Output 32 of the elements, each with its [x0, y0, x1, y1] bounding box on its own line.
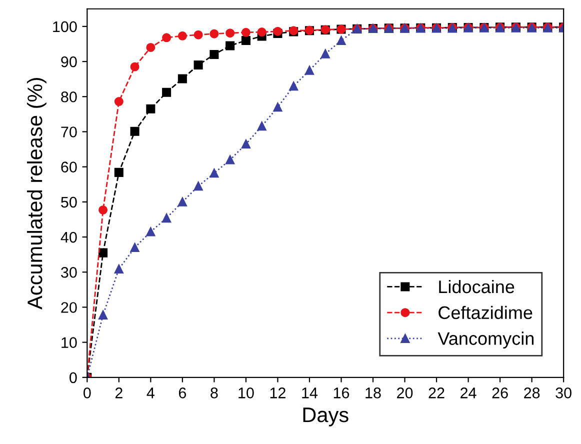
- y-tick-label: 20: [61, 302, 77, 313]
- x-tick-label: 18: [366, 388, 381, 398]
- x-tick-label: 10: [238, 388, 254, 398]
- y-tick-label: 80: [61, 91, 77, 102]
- x-tick-label: 12: [270, 388, 286, 398]
- y-tick-label: 100: [53, 21, 77, 32]
- y-tick-label: 0: [70, 372, 77, 384]
- x-tick-label: 26: [492, 388, 508, 398]
- x-tick-label: 16: [334, 388, 350, 398]
- x-tick-label: 28: [524, 388, 540, 398]
- x-tick-label: 20: [397, 388, 413, 398]
- x-tick-label: 6: [178, 388, 186, 398]
- x-tick-label: 0: [84, 388, 91, 398]
- x-tick-label: 2: [115, 388, 122, 398]
- x-tick-label: 30: [556, 388, 572, 398]
- y-axis-title: Accumulated release (%): [26, 78, 46, 310]
- x-tick-label: 4: [146, 388, 154, 398]
- legend-label: Lidocaine: [439, 280, 514, 294]
- x-tick-label: 22: [428, 388, 444, 398]
- legend-label: Ceftazidime: [438, 306, 532, 320]
- y-tick-label: 10: [62, 337, 77, 348]
- x-tick-label: 24: [460, 388, 476, 398]
- y-tick-label: 50: [61, 196, 77, 208]
- x-tick-label: 8: [210, 388, 218, 398]
- x-tick-label: 14: [302, 388, 318, 398]
- x-axis-title: Days: [303, 408, 348, 426]
- y-tick-label: 70: [61, 126, 77, 138]
- y-tick-label: 40: [60, 232, 77, 243]
- legend-label: Vancomycin: [438, 332, 534, 349]
- y-tick-label: 30: [61, 266, 77, 278]
- y-tick-label: 60: [61, 162, 77, 173]
- y-tick-label: 90: [61, 56, 77, 68]
